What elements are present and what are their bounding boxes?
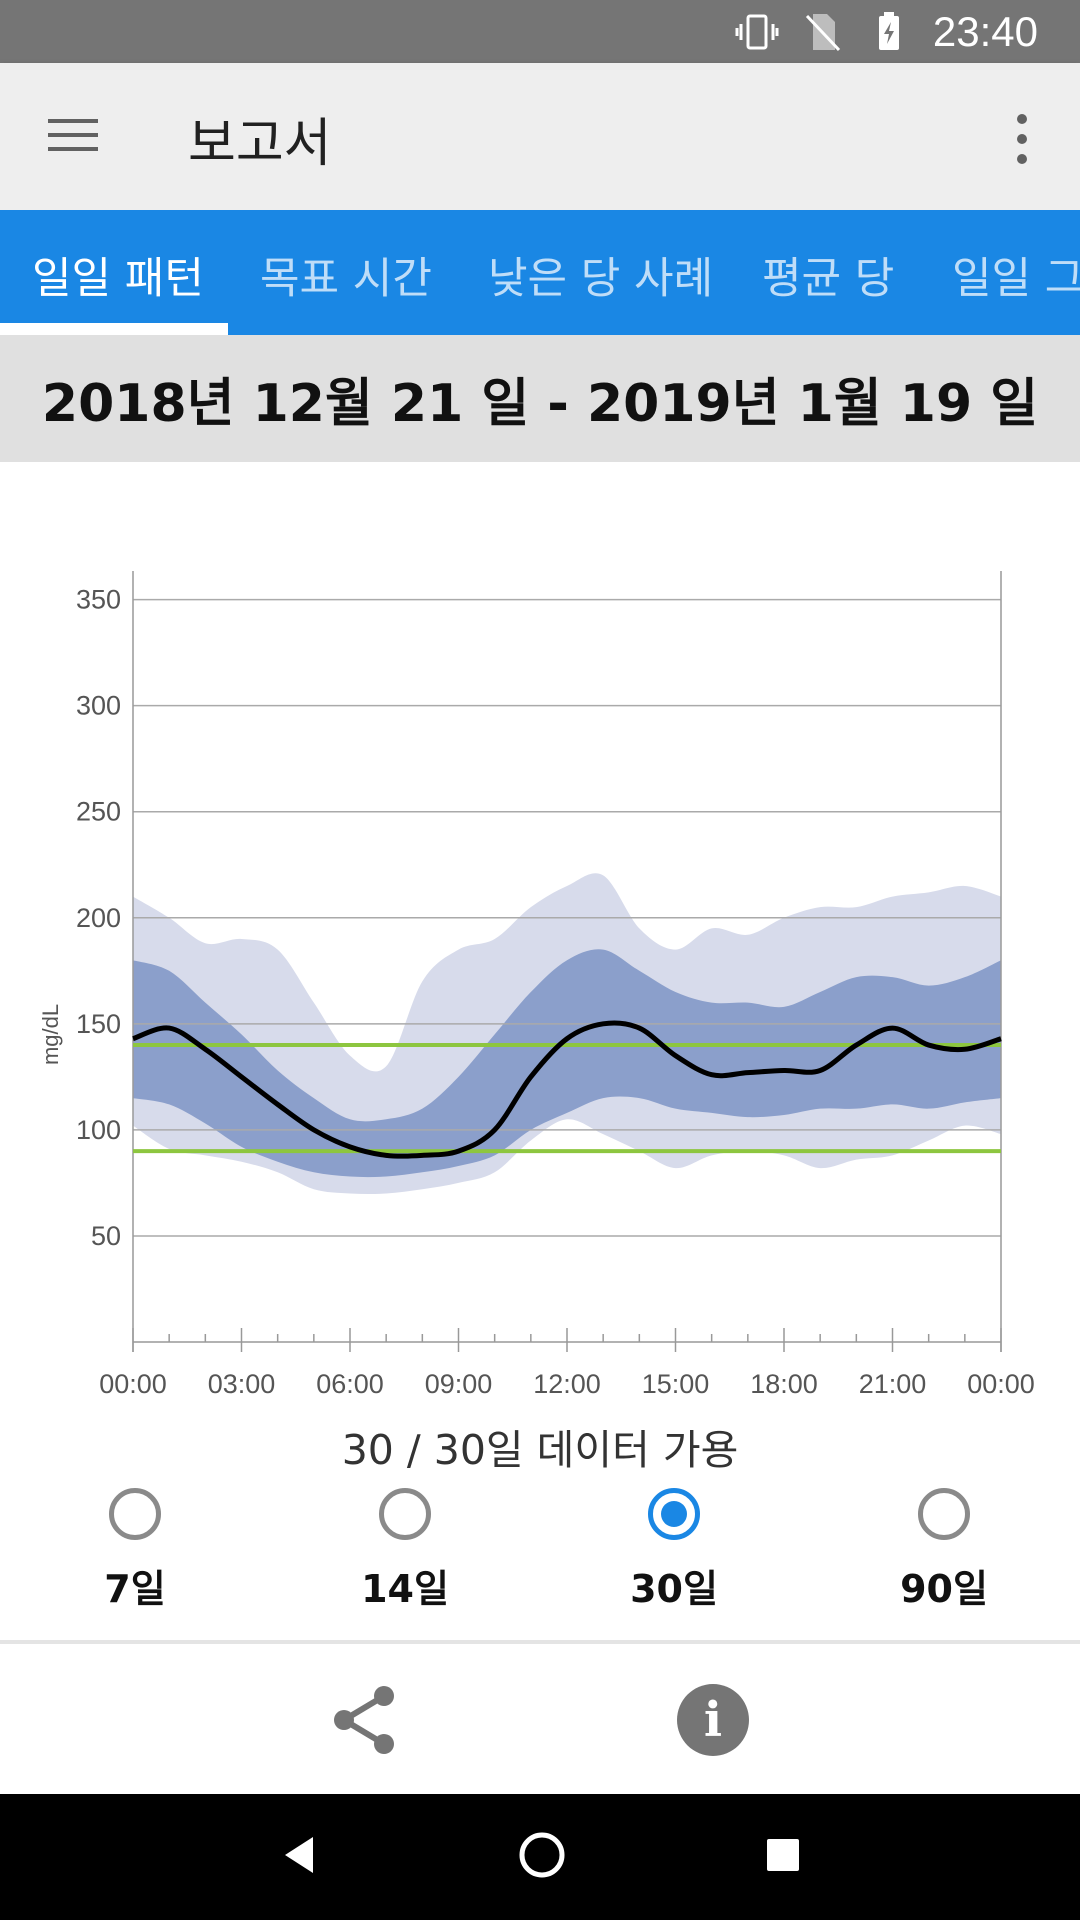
status-bar: 23:40 — [0, 0, 1080, 63]
y-tick-label: 300 — [76, 691, 121, 721]
back-icon[interactable] — [279, 1833, 319, 1881]
period-label: 7일 — [104, 1567, 166, 1611]
tab-low-glucose-events[interactable]: 낮은 당 사례 — [488, 254, 714, 304]
median-line — [132, 1020, 1002, 1159]
home-icon[interactable] — [517, 1830, 567, 1884]
y-tick-label: 350 — [76, 585, 121, 615]
x-tick-label: 15:00 — [642, 1369, 710, 1399]
share-icon[interactable] — [328, 1682, 404, 1758]
battery-charging-icon — [867, 10, 911, 54]
y-axis-label: mg/dL — [38, 1004, 63, 1065]
period-label: 90일 — [900, 1567, 988, 1611]
hamburger-menu-icon[interactable] — [44, 113, 102, 157]
y-tick-label: 150 — [76, 1009, 121, 1039]
page-title: 보고서 — [188, 114, 332, 174]
system-nav-bar — [0, 1794, 1080, 1920]
action-bar: i — [0, 1644, 1080, 1794]
divider — [0, 1640, 1080, 1644]
x-tick-label: 21:00 — [859, 1369, 927, 1399]
data-availability: 30 / 30일 데이터 가용 — [341, 1426, 739, 1474]
period-label: 30일 — [630, 1567, 718, 1611]
y-tick-label: 50 — [91, 1221, 121, 1251]
x-tick-label: 18:00 — [750, 1369, 818, 1399]
more-vert-icon[interactable] — [1000, 111, 1044, 167]
x-tick-label: 00:00 — [967, 1369, 1035, 1399]
y-tick-label: 250 — [76, 797, 121, 827]
tab-bar: 일일 패턴 목표 시간 낮은 당 사례 평균 당 일일 그 — [0, 210, 1080, 335]
x-tick-label: 09:00 — [425, 1369, 493, 1399]
x-tick-label: 00:00 — [99, 1369, 167, 1399]
period-option-7[interactable]: 7일 — [35, 1488, 235, 1613]
date-range-bar: 2018년 12월 21 일 - 2019년 1월 19 일 — [0, 335, 1080, 462]
y-tick-label: 100 — [76, 1115, 121, 1145]
app-bar: 보고서 — [0, 63, 1080, 210]
radio-button[interactable] — [918, 1488, 970, 1540]
radio-button-selected[interactable] — [648, 1488, 700, 1540]
period-selector: 7일 14일 30일 90일 — [0, 1488, 1080, 1618]
x-tick-label: 06:00 — [316, 1369, 384, 1399]
y-tick-label: 200 — [76, 903, 121, 933]
vibrate-icon — [735, 10, 779, 54]
tab-average-glucose[interactable]: 평균 당 — [762, 254, 895, 304]
date-range: 2018년 12월 21 일 - 2019년 1월 19 일 — [41, 374, 1039, 434]
tab-daily-graph[interactable]: 일일 그 — [952, 254, 1080, 304]
inner-percentile-band — [133, 949, 1001, 1178]
clock: 23:40 — [932, 7, 1038, 55]
x-tick-label: 12:00 — [533, 1369, 601, 1399]
tab-daily-pattern[interactable]: 일일 패턴 — [32, 254, 204, 304]
radio-button[interactable] — [379, 1488, 431, 1540]
no-sim-icon — [801, 10, 845, 54]
chart-svg: 50 100 150 200 250 300 350 00:00 03:00 06:00 09:00… — [38, 571, 1035, 1399]
recents-icon[interactable] — [765, 1837, 801, 1877]
tab-time-in-target[interactable]: 목표 시간 — [260, 254, 432, 304]
daily-pattern-chart: 50 100 150 200 250 300 350 00:00 03:00 06:00 09:00… — [0, 462, 1080, 1462]
radio-button[interactable] — [109, 1488, 161, 1540]
period-option-30[interactable]: 30일 — [574, 1488, 774, 1613]
x-tick-label: 03:00 — [208, 1369, 276, 1399]
tab-indicator — [0, 323, 228, 335]
period-label: 14일 — [361, 1567, 449, 1611]
info-icon[interactable]: i — [677, 1684, 749, 1756]
period-option-90[interactable]: 90일 — [844, 1488, 1044, 1613]
period-option-14[interactable]: 14일 — [305, 1488, 505, 1613]
